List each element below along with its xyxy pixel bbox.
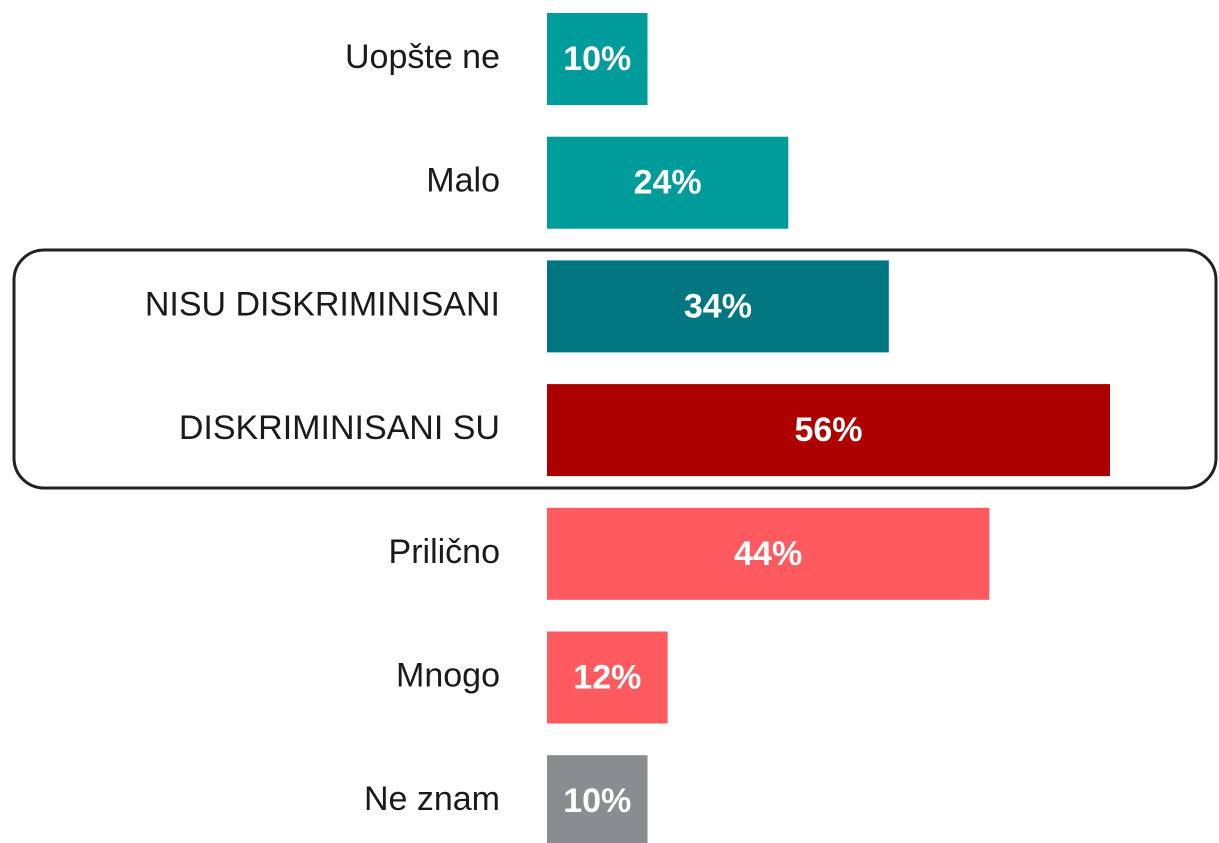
- value-label: 10%: [563, 40, 631, 78]
- category-label: DISKRIMINISANI SU: [179, 409, 500, 447]
- value-label: 34%: [684, 287, 752, 325]
- bar: [547, 260, 889, 353]
- category-label: Ne znam: [364, 780, 500, 818]
- value-label: 44%: [734, 535, 802, 573]
- bar: [547, 384, 1110, 477]
- category-label: Uopšte ne: [345, 38, 500, 76]
- bar: [547, 631, 668, 724]
- bar: [547, 13, 648, 105]
- bar: [547, 507, 990, 600]
- category-label: Prilično: [389, 533, 500, 571]
- value-label: 12%: [573, 658, 641, 696]
- category-label: Malo: [426, 162, 500, 200]
- value-label: 24%: [634, 164, 702, 202]
- category-label: NISU DISKRIMINISANI: [145, 285, 500, 323]
- highlight-box: [12, 248, 1218, 490]
- value-label: 56%: [794, 411, 862, 449]
- bar: [547, 136, 789, 229]
- bar: [547, 755, 648, 843]
- value-label: 10%: [563, 782, 631, 820]
- category-label: Mnogo: [396, 656, 500, 694]
